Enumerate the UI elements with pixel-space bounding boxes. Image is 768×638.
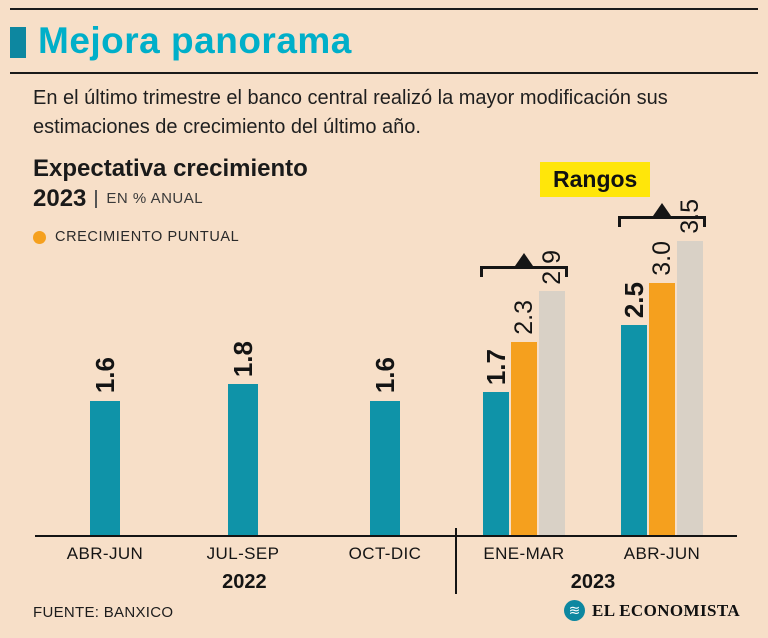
- page-title: Mejora panorama: [38, 20, 352, 61]
- bar-expectativa: [90, 400, 120, 535]
- bar-group-abr-jun-2022: 1.6: [90, 200, 120, 535]
- chart-title: Expectativa crecimiento 2023 EN % ANUAL: [33, 155, 308, 213]
- bar-expectativa: [370, 400, 400, 535]
- chart-area: 1.6 1.8 1.6 1.7 2.3 2.9 2.5 3.0 3.5 ABR-JUN JUL-S…: [35, 199, 737, 600]
- unit-separator: [95, 189, 98, 208]
- title-row: Mejora panorama: [10, 20, 352, 62]
- bar-value-wrap: 1.6: [82, 357, 128, 393]
- x-axis-label: JUL-SEP: [206, 544, 280, 563]
- chart-title-line2: 2023 EN % ANUAL: [33, 185, 308, 213]
- bar-value-label: 1.6: [370, 357, 400, 394]
- source-credit: FUENTE: BANXICO: [33, 604, 174, 621]
- range-bracket: [480, 266, 568, 278]
- bar-rango-bajo: [483, 392, 509, 535]
- range-marker-icon: [515, 253, 533, 267]
- bar-group-ene-mar-2023: 1.7 2.3 2.9: [480, 200, 568, 535]
- bar-value-label: 2.5: [619, 281, 649, 318]
- bar-crecimiento-puntual: [649, 283, 675, 535]
- bar-group-oct-dic-2022: 1.6: [370, 200, 400, 535]
- bar-rango-alto: [677, 241, 703, 535]
- title-divider-rule: [10, 72, 758, 74]
- legend-label: CRECIMIENTO PUNTUAL: [55, 229, 240, 245]
- brand-waves-icon: ≋: [564, 600, 585, 621]
- title-accent-square: [10, 27, 26, 58]
- bar-value-wrap: 1.6: [362, 357, 408, 393]
- subtitle: En el último trimestre el banco central …: [33, 87, 668, 138]
- axis-divider: [455, 528, 457, 594]
- bar-expectativa: [228, 383, 258, 535]
- top-rule: [10, 8, 758, 10]
- x-axis-label: ABR-JUN: [623, 544, 701, 563]
- range-bracket: [618, 216, 706, 227]
- x-axis-label: ENE-MAR: [483, 544, 565, 563]
- bar-value-label: 2.3: [509, 300, 538, 335]
- bar-crecimiento-puntual: [511, 341, 537, 535]
- range-marker-icon: [653, 203, 671, 216]
- bar-value-label: 3.0: [647, 241, 676, 276]
- bar-group-abr-jun-2023: 2.5 3.0 3.5: [618, 199, 706, 535]
- bar-value-wrap: 1.8: [220, 341, 266, 377]
- bar-group-jul-sep-2022: 1.8: [228, 200, 258, 535]
- year-label: 2023: [570, 571, 616, 593]
- legend-dot-icon: [33, 230, 46, 244]
- chart-unit-label: EN % ANUAL: [106, 190, 204, 208]
- ranges-badge: Rangos: [540, 162, 651, 197]
- plot-area: 1.6 1.8 1.6 1.7 2.3 2.9 2.5 3.0 3.5: [35, 199, 737, 537]
- brand-logo: ≋ EL ECONOMISTA: [564, 600, 740, 621]
- bar-rango-alto: [539, 291, 565, 535]
- bar-value-label: 1.7: [481, 349, 511, 386]
- bar-value-label: 1.8: [228, 340, 258, 377]
- brand-name: EL ECONOMISTA: [592, 600, 740, 620]
- bar-value-label: 1.6: [90, 357, 120, 394]
- x-axis-label: ABR-JUN: [66, 544, 144, 563]
- bar-rango-bajo: [621, 325, 647, 535]
- x-axis-label: OCT-DIC: [348, 544, 422, 563]
- year-label: 2022: [222, 571, 267, 593]
- chart-title-line1: Expectativa crecimiento: [33, 155, 308, 182]
- chart-title-year: 2023: [33, 184, 87, 212]
- legend: CRECIMIENTO PUNTUAL: [33, 229, 239, 245]
